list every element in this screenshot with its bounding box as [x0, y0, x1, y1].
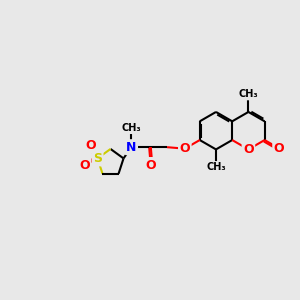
Text: O: O — [243, 143, 254, 156]
Text: O: O — [85, 139, 96, 152]
Text: O: O — [79, 159, 90, 172]
Text: O: O — [274, 142, 284, 155]
Text: O: O — [145, 158, 156, 172]
Text: CH₃: CH₃ — [238, 89, 258, 99]
Text: N: N — [126, 141, 136, 154]
Text: CH₃: CH₃ — [122, 123, 141, 133]
Text: O: O — [179, 142, 190, 155]
Text: CH₃: CH₃ — [206, 162, 226, 172]
Text: S: S — [93, 152, 102, 165]
